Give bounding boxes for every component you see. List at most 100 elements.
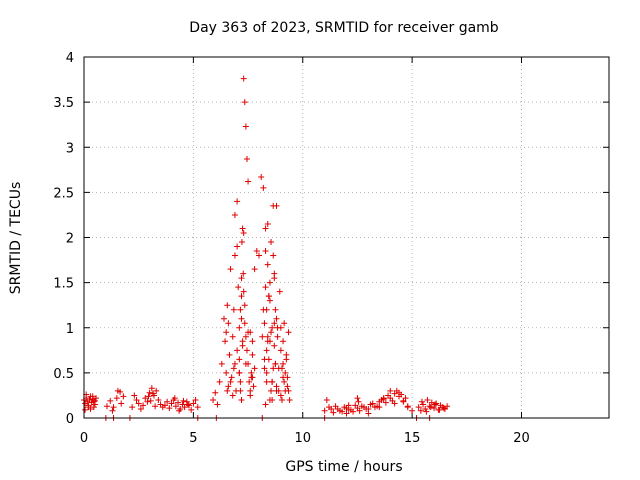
- data-point: [194, 404, 201, 411]
- data-point: [278, 396, 285, 403]
- data-point: [428, 399, 435, 406]
- data-point: [238, 396, 245, 403]
- data-point: [210, 396, 217, 403]
- data-point: [234, 198, 241, 205]
- y-axis-label: SRMTID / TECUs: [8, 182, 24, 295]
- data-point: [243, 155, 250, 162]
- data-point: [396, 389, 402, 396]
- data-point: [103, 403, 110, 410]
- data-point: [285, 329, 292, 336]
- data-point: [262, 225, 269, 232]
- chart-title: Day 363 of 2023, SRMTID for receiver gam…: [189, 20, 499, 36]
- data-point: [271, 320, 278, 327]
- data-point: [281, 378, 288, 385]
- y-tick-label: 3.5: [53, 96, 74, 111]
- data-point: [164, 398, 171, 405]
- data-point: [137, 405, 144, 412]
- data-point: [114, 387, 121, 394]
- x-tick-label: 0: [80, 431, 88, 446]
- y-tick-label: 4: [66, 51, 74, 66]
- data-point: [444, 403, 451, 410]
- data-point: [251, 266, 258, 273]
- data-point: [222, 338, 229, 345]
- data-point: [246, 378, 253, 385]
- data-point: [129, 404, 136, 411]
- data-point: [273, 202, 280, 209]
- x-tick-label: 10: [294, 431, 311, 446]
- data-point: [146, 389, 153, 396]
- data-point: [418, 398, 425, 405]
- data-point: [231, 211, 238, 218]
- data-point: [249, 351, 256, 358]
- data-points: [81, 75, 451, 421]
- data-point: [91, 401, 98, 408]
- data-point: [270, 252, 277, 259]
- data-point: [250, 383, 257, 390]
- data-point: [148, 385, 155, 392]
- data-point: [269, 396, 276, 403]
- data-point: [367, 401, 374, 408]
- data-point: [284, 374, 291, 381]
- data-point: [190, 400, 197, 407]
- data-point: [224, 302, 231, 309]
- data-point: [225, 383, 232, 390]
- data-point: [264, 338, 271, 345]
- data-point: [168, 400, 175, 407]
- data-point: [436, 406, 443, 413]
- data-point: [236, 369, 243, 376]
- data-point: [238, 293, 245, 300]
- data-point: [186, 402, 192, 409]
- data-point: [249, 338, 256, 345]
- y-tick-label: 2.5: [53, 186, 74, 201]
- data-point: [230, 306, 237, 313]
- data-point: [89, 393, 96, 400]
- data-point: [286, 396, 293, 403]
- data-point: [236, 324, 243, 331]
- data-point: [261, 365, 268, 372]
- data-point: [224, 387, 231, 394]
- data-point: [423, 408, 430, 415]
- data-point: [269, 378, 276, 385]
- data-point: [256, 252, 262, 259]
- data-point: [230, 365, 237, 372]
- data-point: [192, 396, 199, 403]
- data-point: [332, 403, 339, 410]
- data-point: [107, 397, 114, 404]
- data-point: [236, 356, 243, 363]
- data-point: [382, 399, 389, 406]
- data-point: [268, 239, 275, 246]
- x-tick-label: 5: [189, 431, 197, 446]
- data-point: [343, 410, 350, 417]
- data-point: [350, 408, 357, 415]
- data-point: [268, 387, 275, 394]
- data-point: [214, 401, 221, 408]
- data-point: [181, 404, 188, 411]
- data-point: [241, 99, 248, 106]
- data-point: [87, 405, 94, 412]
- data-point: [188, 406, 195, 413]
- data-point: [270, 365, 277, 372]
- data-point: [323, 396, 330, 403]
- data-point: [422, 405, 429, 412]
- data-point: [266, 297, 273, 304]
- data-point: [268, 329, 275, 336]
- data-point: [135, 400, 142, 407]
- data-point: [242, 123, 249, 130]
- data-point: [221, 315, 227, 322]
- data-point: [231, 252, 238, 259]
- data-point: [238, 315, 245, 322]
- data-point: [237, 306, 244, 313]
- data-point: [409, 407, 416, 414]
- data-point: [440, 405, 447, 412]
- data-point: [227, 266, 234, 273]
- data-point: [241, 320, 248, 327]
- data-point: [155, 396, 162, 403]
- data-point: [273, 387, 280, 394]
- data-point: [281, 320, 288, 327]
- data-point: [433, 400, 440, 407]
- y-tick-label: 0.5: [53, 367, 74, 382]
- y-tick-label: 1: [66, 322, 74, 337]
- data-point: [264, 220, 271, 227]
- data-point: [273, 315, 280, 322]
- data-point: [253, 248, 260, 255]
